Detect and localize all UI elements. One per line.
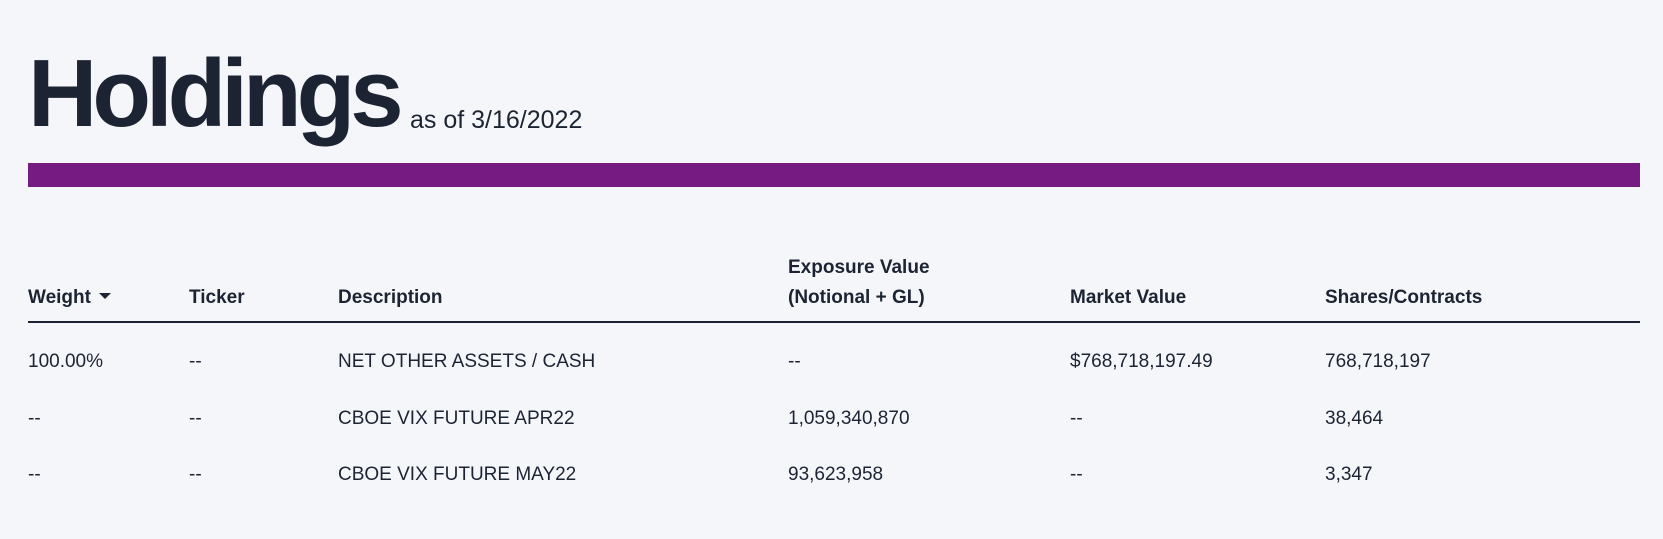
page-title: Holdings xyxy=(28,40,404,147)
column-header-market-value[interactable]: Market Value xyxy=(1070,283,1186,313)
column-header-label: Ticker xyxy=(189,287,245,308)
table-header: Weight Ticker Description Exposure Value… xyxy=(28,248,1640,323)
table-row: -- -- CBOE VIX FUTURE MAY22 93,623,958 -… xyxy=(28,460,1640,490)
column-header-shares-contracts[interactable]: Shares/Contracts xyxy=(1325,283,1482,313)
cell-market-value: -- xyxy=(1070,408,1083,429)
column-header-label: Description xyxy=(338,287,443,308)
cell-shares-contracts: 768,718,197 xyxy=(1325,351,1431,372)
cell-ticker: -- xyxy=(189,464,202,485)
sort-descending-icon[interactable] xyxy=(98,292,111,299)
cell-weight: 100.00% xyxy=(28,351,104,372)
column-header-label: Shares/Contracts xyxy=(1325,287,1483,308)
table-row: -- -- CBOE VIX FUTURE APR22 1,059,340,87… xyxy=(28,404,1640,434)
as-of-date: as of 3/16/2022 xyxy=(410,106,583,134)
column-header-label-line1: Exposure Value xyxy=(788,257,930,278)
cell-weight: -- xyxy=(28,408,41,429)
cell-exposure-value: 93,623,958 xyxy=(788,464,884,485)
cell-ticker: -- xyxy=(189,408,202,429)
cell-market-value: $768,718,197.49 xyxy=(1070,351,1213,372)
table-row: 100.00% -- NET OTHER ASSETS / CASH -- $7… xyxy=(28,347,1640,377)
column-header-ticker[interactable]: Ticker xyxy=(189,283,245,313)
column-header-label-line2: (Notional + GL) xyxy=(788,287,925,308)
cell-exposure-value: -- xyxy=(788,351,801,372)
cell-shares-contracts: 38,464 xyxy=(1325,408,1384,429)
cell-shares-contracts: 3,347 xyxy=(1325,464,1373,485)
column-header-label: Weight xyxy=(28,287,91,308)
cell-description: NET OTHER ASSETS / CASH xyxy=(338,351,596,372)
cell-weight: -- xyxy=(28,464,41,485)
column-header-label: Market Value xyxy=(1070,287,1187,308)
column-header-weight[interactable]: Weight xyxy=(28,283,111,313)
cell-description: CBOE VIX FUTURE APR22 xyxy=(338,408,575,429)
cell-ticker: -- xyxy=(189,351,202,372)
cell-exposure-value: 1,059,340,870 xyxy=(788,408,910,429)
cell-description: CBOE VIX FUTURE MAY22 xyxy=(338,464,577,485)
cell-market-value: -- xyxy=(1070,464,1083,485)
column-header-description[interactable]: Description xyxy=(338,283,443,313)
accent-bar xyxy=(28,163,1640,187)
column-header-exposure-value[interactable]: Exposure Value (Notional + GL) xyxy=(788,253,930,313)
